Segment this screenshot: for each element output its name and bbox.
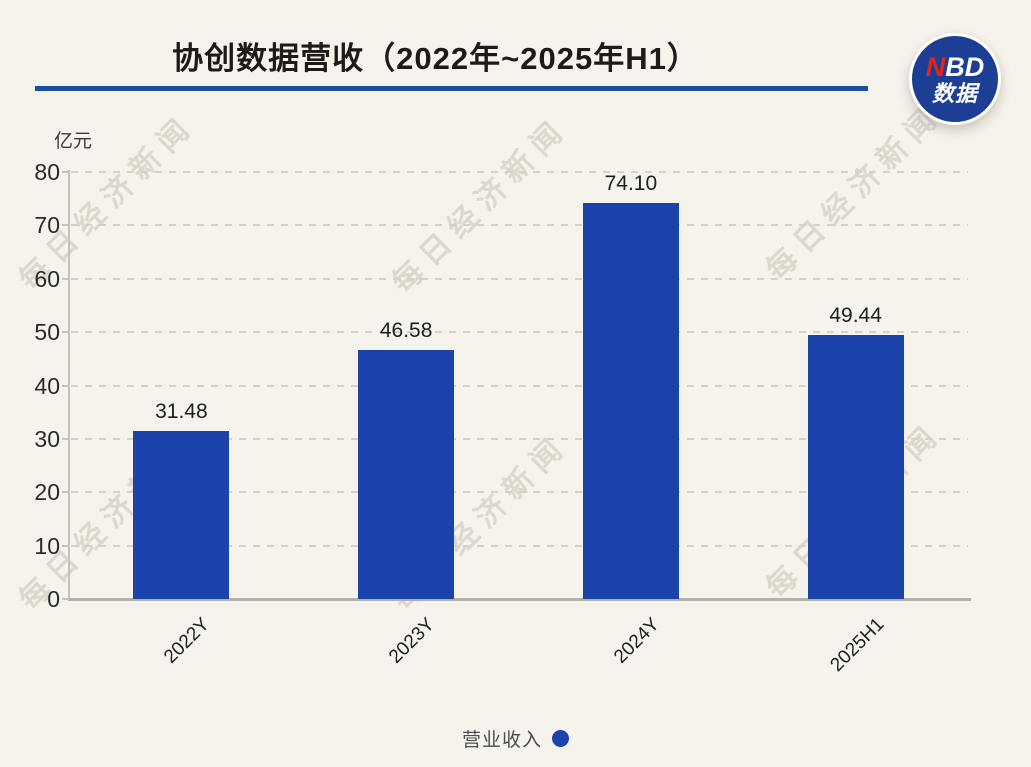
gridline-y-20 [71,491,968,494]
gridline-y-80 [71,171,968,173]
gridline-y-50 [71,331,968,334]
y-tick-mark [62,544,69,547]
bar-2025H1 [807,335,904,599]
y-tick-mark [62,277,69,280]
y-tick-mark [62,437,69,440]
title-underline-rule [35,86,868,91]
gridline-y-60 [71,277,968,280]
y-axis-unit-label: 亿元 [54,131,93,152]
y-tick-mark [62,384,69,387]
y-tick-mark [62,224,69,227]
bar-value-label-2023Y: 46.58 [379,319,433,343]
y-tick-label: 30 [34,425,60,452]
logo-nbd-text: NBD [926,53,985,81]
legend-series-label: 营业收入 [461,730,542,751]
y-tick-mark [62,598,69,600]
gridline-y-70 [71,224,968,227]
bar-2022Y [133,430,230,599]
x-tick-label-2022Y: 2022Y [160,614,215,668]
y-tick-label: 60 [34,265,60,292]
gridline-y-10 [71,544,968,547]
y-tick-label: 40 [34,372,60,399]
y-tick-mark [62,171,69,173]
y-tick-mark [62,491,69,494]
y-axis-line [68,170,70,600]
bar-2023Y [358,350,455,599]
bar-value-label-2025H1: 49.44 [829,304,882,328]
legend-marker-dot [552,730,569,747]
bar-2024Y [582,203,679,599]
bar-value-label-2022Y: 31.48 [155,399,208,423]
x-axis-baseline [68,598,971,601]
x-tick-label-2023Y: 2023Y [385,614,439,668]
logo-shuju-text: 数据 [931,80,978,106]
y-tick-label: 20 [34,479,60,506]
gridline-y-30 [71,437,968,440]
y-tick-label: 80 [34,159,60,185]
logo-letter-n: N [925,52,946,83]
legend: 营业收入 [0,725,1031,752]
nbd-data-logo: NBD 数据 [909,33,1001,125]
x-tick-label-2025H1: 2025H1 [826,614,889,676]
bar-value-label-2024Y: 74.10 [604,172,658,196]
y-tick-label: 10 [34,532,60,559]
y-tick-label: 50 [34,319,60,346]
logo-letters-bd: BD [945,52,985,83]
x-tick-label-2024Y: 2024Y [610,614,664,668]
y-tick-label: 70 [34,212,60,239]
chart-title: 协创数据营收（2022年~2025年H1） [172,41,699,76]
gridline-y-40 [71,384,968,387]
y-tick-label: 0 [47,586,60,612]
y-tick-mark [62,331,69,334]
